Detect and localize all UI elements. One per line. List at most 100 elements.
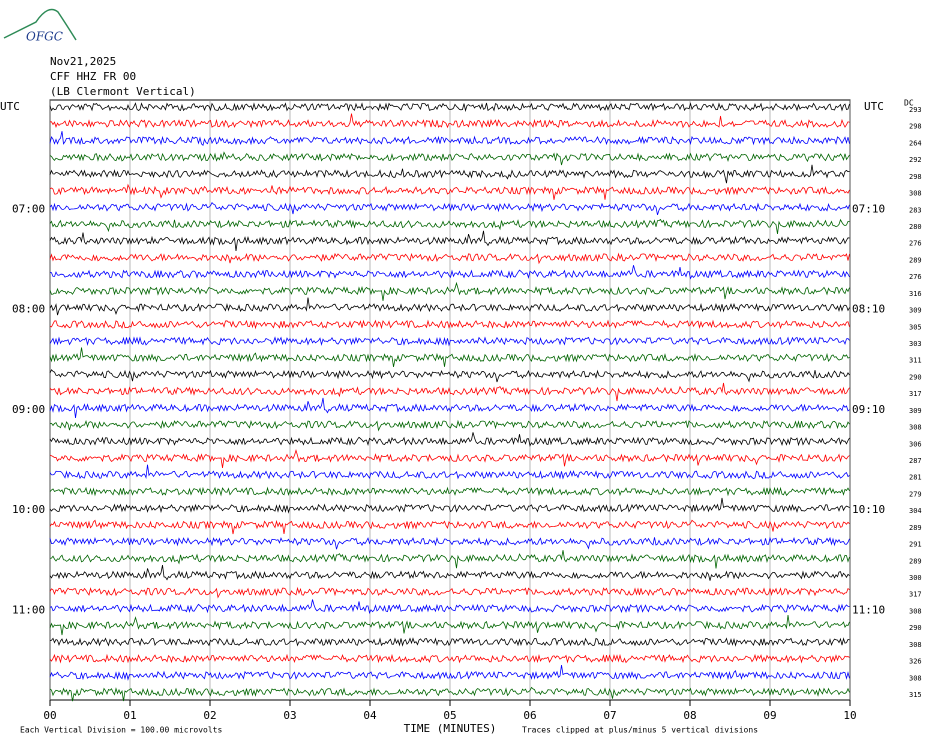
row-label-left: 11:00 <box>12 603 45 616</box>
trace <box>50 113 850 129</box>
trace <box>49 519 850 535</box>
trace <box>49 164 850 184</box>
dc-value: 291 <box>909 541 922 549</box>
trace <box>49 497 850 514</box>
trace <box>49 102 850 113</box>
dc-value: 289 <box>909 557 922 565</box>
clip-note: Traces clipped at plus/minus 5 vertical … <box>522 726 758 735</box>
trace <box>49 637 850 647</box>
dc-value: 309 <box>909 307 922 315</box>
dc-value: 308 <box>909 424 922 432</box>
x-axis-label: TIME (MINUTES) <box>404 722 497 735</box>
dc-value: 308 <box>909 641 922 649</box>
dc-value: 287 <box>909 457 922 465</box>
row-label-left: 10:00 <box>12 503 45 516</box>
trace <box>49 265 850 280</box>
row-label-right: 07:10 <box>852 202 885 215</box>
dc-value: 317 <box>909 390 922 398</box>
trace <box>49 336 850 347</box>
trace <box>49 131 850 147</box>
dc-value: 279 <box>909 490 922 498</box>
dc-label: DC <box>904 99 914 108</box>
x-tick-label: 09 <box>763 709 776 722</box>
logo-curve <box>3 8 77 41</box>
dc-value: 315 <box>909 691 922 699</box>
trace <box>49 686 850 702</box>
station: CFF HHZ FR 00 <box>50 70 136 83</box>
trace <box>49 252 850 265</box>
dc-value: 293 <box>909 106 922 114</box>
x-tick-label: 01 <box>123 709 136 722</box>
row-label-right: 09:10 <box>852 403 885 416</box>
logo: OFGC <box>3 8 77 44</box>
trace <box>49 319 850 330</box>
trace <box>49 218 850 234</box>
trace <box>49 202 850 216</box>
trace <box>49 297 850 316</box>
date: Nov21,2025 <box>50 55 116 68</box>
dc-value: 316 <box>909 290 922 298</box>
dc-value: 292 <box>909 156 922 164</box>
trace <box>49 347 850 367</box>
dc-value: 309 <box>909 407 922 415</box>
dc-value: 308 <box>909 190 922 198</box>
trace <box>49 419 850 432</box>
dc-value: 306 <box>909 440 922 448</box>
trace <box>49 151 850 166</box>
trace <box>49 448 850 468</box>
dc-value: 264 <box>909 139 922 147</box>
trace <box>49 369 850 383</box>
dc-value: 276 <box>909 273 922 281</box>
dc-value: 326 <box>909 658 922 666</box>
trace <box>49 615 850 636</box>
dc-value: 311 <box>909 357 922 365</box>
x-tick-label: 02 <box>203 709 216 722</box>
logo-text: OFGC <box>26 30 63 44</box>
dc-value: 317 <box>909 591 922 599</box>
trace <box>49 536 850 550</box>
dc-value: 308 <box>909 674 922 682</box>
x-tick-label: 08 <box>683 709 696 722</box>
location: (LB Clermont Vertical) <box>50 85 196 98</box>
dc-value: 298 <box>909 173 922 181</box>
dc-value: 303 <box>909 340 922 348</box>
trace <box>49 183 850 200</box>
dc-value: 305 <box>909 323 922 331</box>
trace <box>49 599 850 614</box>
trace <box>49 432 850 447</box>
dc-value: 283 <box>909 206 922 214</box>
row-label-right: 08:10 <box>852 303 885 316</box>
row-label-left: 08:00 <box>12 303 45 316</box>
x-tick-label: 06 <box>523 709 536 722</box>
row-label-right: 11:10 <box>852 603 885 616</box>
dc-value: 289 <box>909 256 922 264</box>
dc-value: 290 <box>909 373 922 381</box>
dc-value: 276 <box>909 240 922 248</box>
trace <box>49 486 850 497</box>
trace <box>49 565 850 581</box>
x-tick-label: 04 <box>363 709 377 722</box>
x-tick-label: 00 <box>43 709 56 722</box>
scale-note: Each Vertical Division = 100.00 microvol… <box>20 726 222 735</box>
trace <box>49 586 850 599</box>
trace <box>49 550 850 569</box>
trace <box>49 281 850 301</box>
trace <box>49 464 850 480</box>
row-label-right: 10:10 <box>852 503 885 516</box>
left-axis-label: UTC <box>0 100 20 113</box>
x-tick-label: 10 <box>843 709 856 722</box>
dc-value: 289 <box>909 524 922 532</box>
dc-value: 308 <box>909 607 922 615</box>
row-label-left: 07:00 <box>12 202 45 215</box>
dc-value: 281 <box>909 474 922 482</box>
trace <box>49 653 850 664</box>
dc-value: 300 <box>909 574 922 582</box>
dc-value: 280 <box>909 223 922 231</box>
trace <box>49 382 850 402</box>
x-tick-label: 07 <box>603 709 616 722</box>
x-tick-label: 05 <box>443 709 456 722</box>
dc-value: 304 <box>909 507 922 515</box>
right-axis-label: UTC <box>864 100 884 113</box>
x-tick-label: 03 <box>283 709 296 722</box>
